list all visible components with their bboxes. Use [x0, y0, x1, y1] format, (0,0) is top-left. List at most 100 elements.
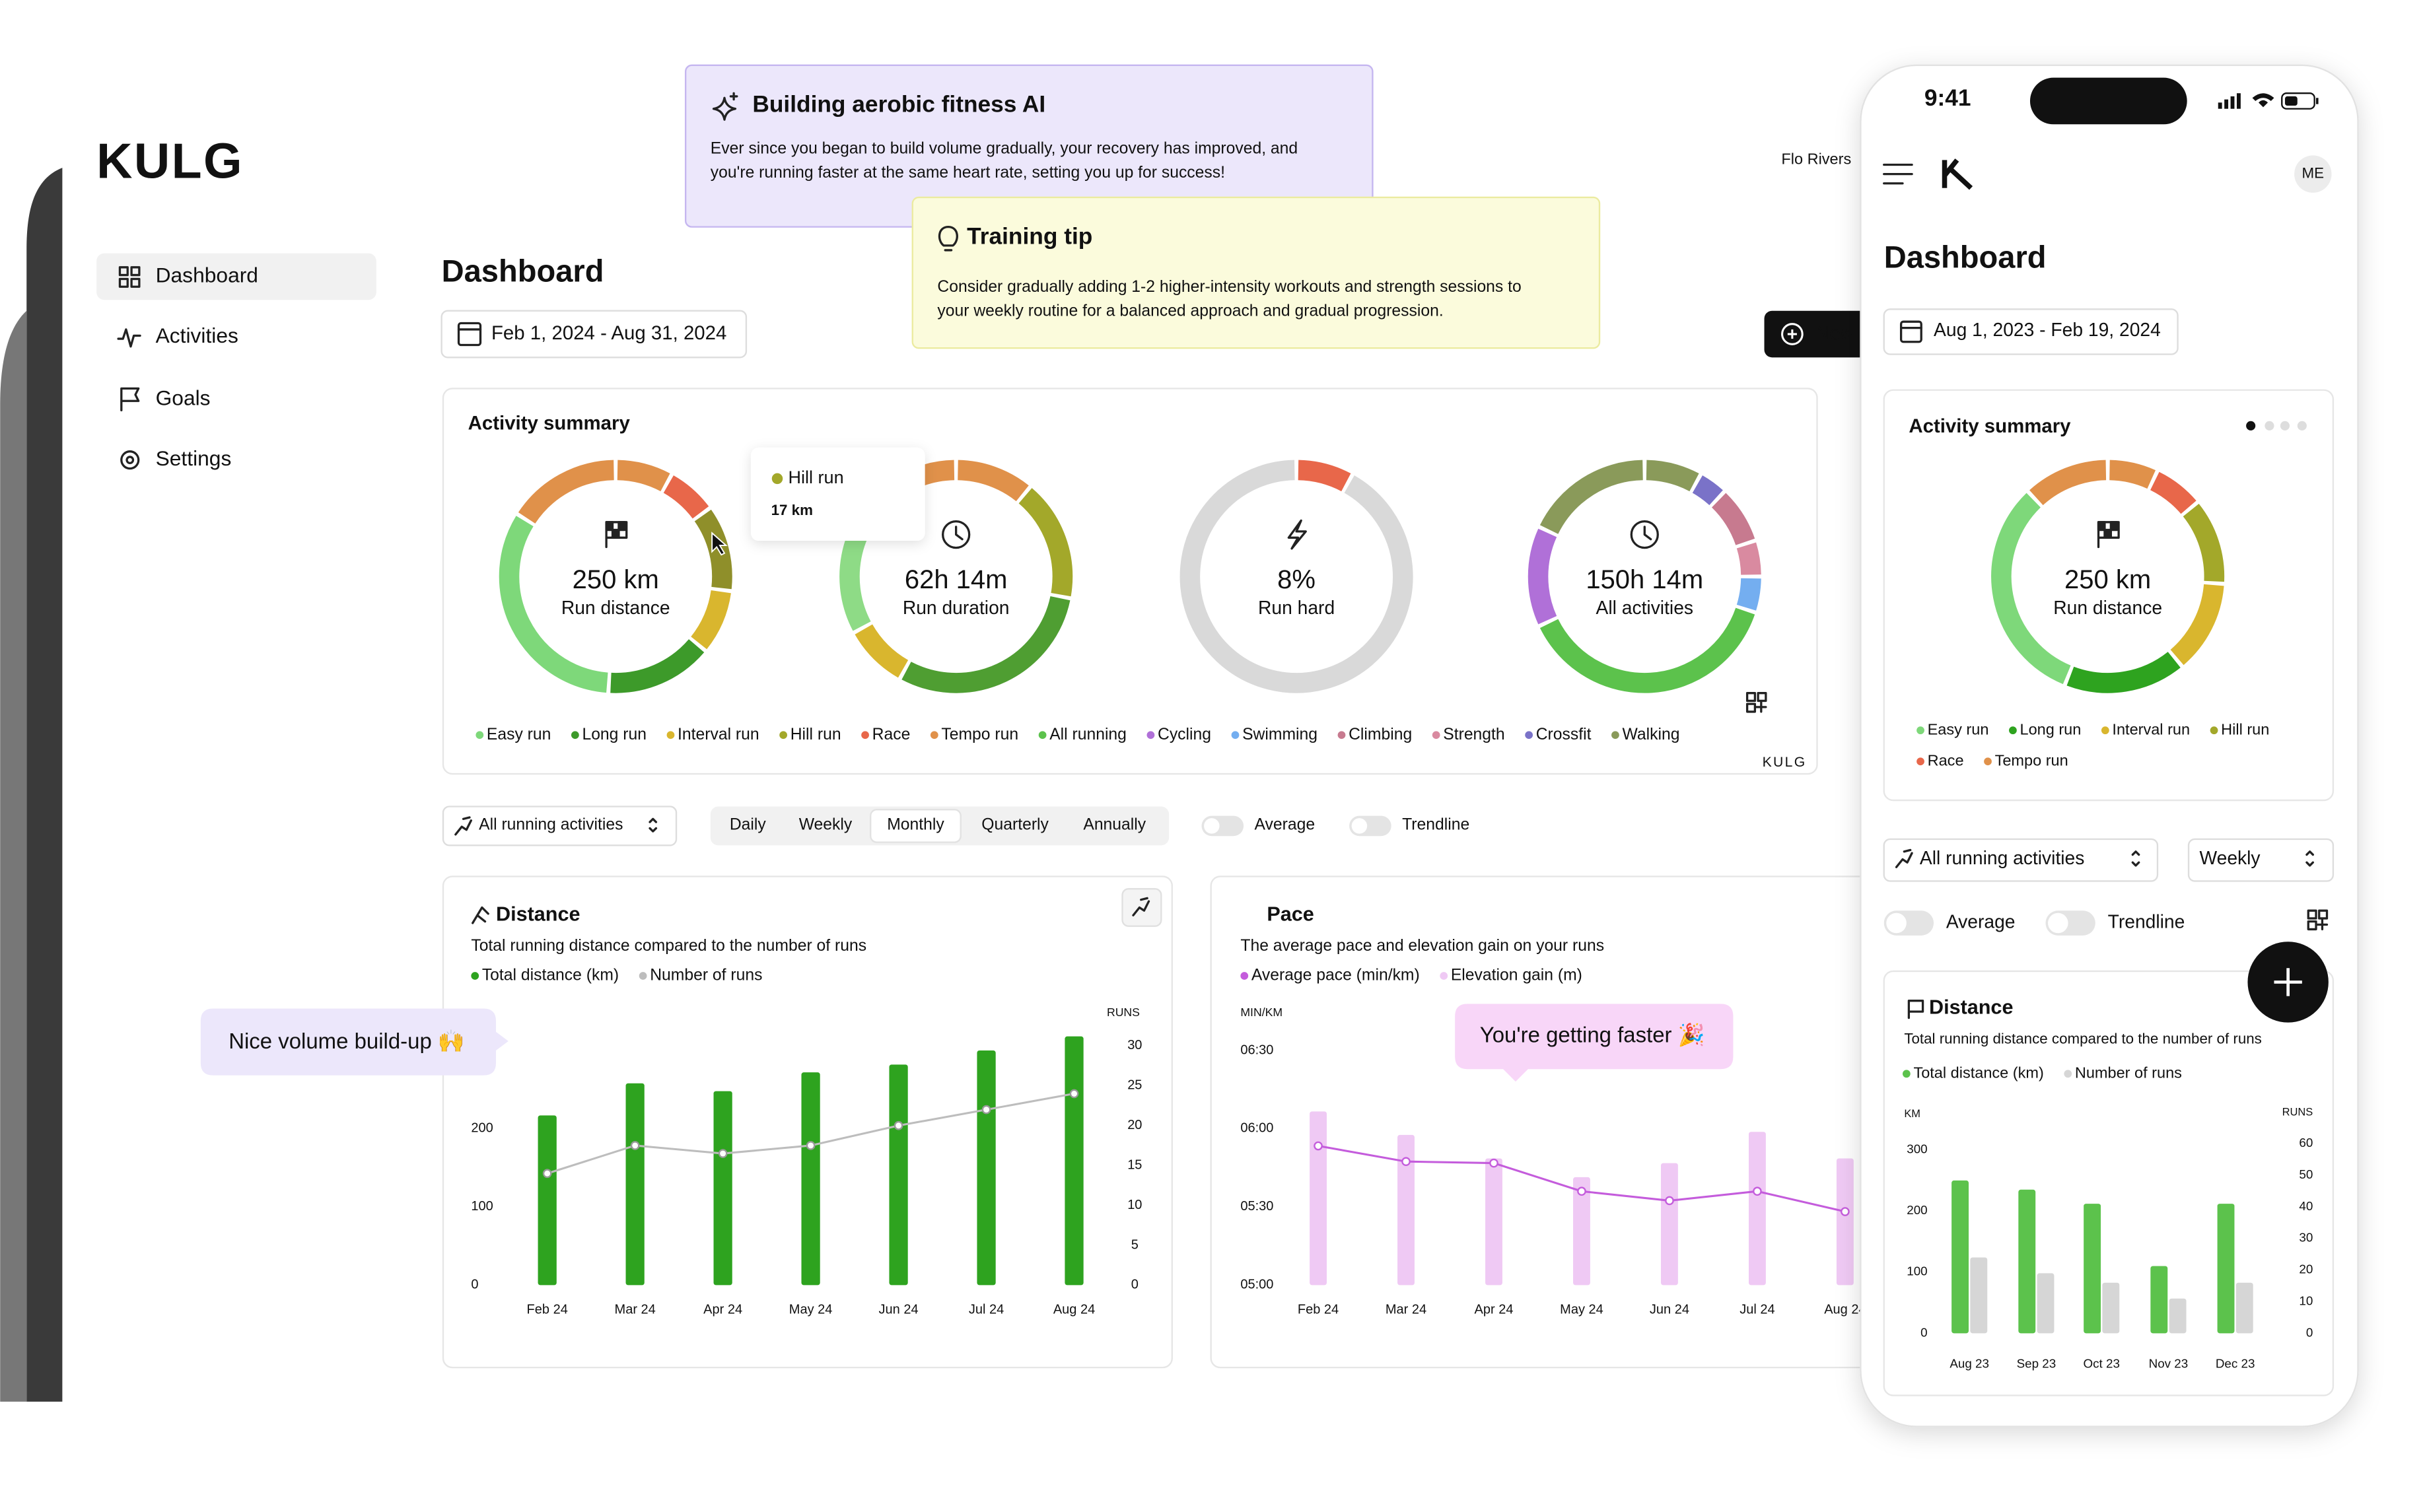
period-option[interactable]: Weekly [799, 815, 853, 833]
chart-button[interactable] [1121, 888, 1162, 927]
activity-select[interactable] [1883, 838, 2159, 882]
plus-icon [1781, 323, 1804, 345]
tick-label: 25 [1127, 1078, 1142, 1093]
x-tick-label: Oct 23 [2084, 1356, 2120, 1370]
tick-label: 20 [1127, 1118, 1142, 1132]
ring-segment [663, 475, 709, 519]
point [718, 1149, 728, 1158]
legend-label: Elevation gain (m) [1451, 967, 1582, 984]
card-title: Training tip [967, 223, 1092, 249]
legend-dot [930, 731, 938, 739]
nav-icons [117, 266, 141, 470]
point [806, 1141, 816, 1150]
x-tick-label: Mar 24 [615, 1302, 656, 1317]
desktop-content: KULG Flo Rivers Dashboard Activities Goals Se… [96, 133, 1866, 1317]
legend-dot [1337, 731, 1346, 739]
ring-segment [2029, 460, 2107, 506]
point [1577, 1186, 1586, 1196]
nav-item[interactable]: Dashboard [156, 263, 258, 287]
ring-segment [1528, 528, 1557, 625]
tick-label: 10 [2299, 1293, 2313, 1307]
card-text: your weekly routine for a balanced appro… [937, 302, 1443, 320]
point [981, 1105, 991, 1115]
menu-icon[interactable] [1883, 163, 1913, 185]
tooltip-dot [771, 473, 783, 485]
ring-icons [605, 519, 1767, 713]
toggle-label: Average [1255, 815, 1316, 833]
select-icons [1895, 848, 2329, 931]
period-option[interactable]: Annually [1083, 815, 1146, 833]
card-subtitle: Total running distance compared to the n… [1904, 1030, 2262, 1047]
ring-value: 250 km [2064, 565, 2151, 594]
legend-dot [571, 731, 579, 739]
tick-label: 0 [2306, 1325, 2313, 1339]
ring-segment [610, 638, 705, 693]
phone: 9:41 ME Dashboard Aug 1, 2023 - Feb 19, 202… [1860, 64, 2359, 1427]
tick-label: 15 [1127, 1157, 1142, 1172]
period-option[interactable]: Daily [730, 815, 767, 833]
bar [2018, 1189, 2036, 1334]
bar [1485, 1158, 1502, 1286]
bar [1397, 1134, 1415, 1286]
tick-label: 200 [1907, 1203, 1927, 1217]
point [894, 1120, 903, 1130]
nav-item[interactable]: Activities [156, 324, 238, 347]
legend-label: Average pace (min/km) [1251, 967, 1420, 984]
ring-segment [499, 516, 608, 693]
ring-segment [1991, 493, 2071, 685]
bar [2217, 1204, 2235, 1334]
background [0, 168, 1896, 1402]
tick-label: 0 [1131, 1278, 1139, 1292]
card-text: you're running faster at the same heart … [711, 164, 1225, 182]
date-picker[interactable] [1883, 308, 2179, 355]
legend-dot [1432, 731, 1440, 739]
bar [2102, 1282, 2120, 1334]
legend-label: All running [1049, 726, 1127, 743]
ring-label: Run hard [1258, 597, 1335, 618]
x-tick-label: Mar 24 [1386, 1302, 1426, 1317]
bar [1748, 1132, 1766, 1286]
summary-card [1883, 389, 2335, 802]
card-title: Pace [1267, 903, 1314, 925]
legend-label: Interval run [2112, 720, 2190, 738]
ring-label: Run duration [903, 597, 1010, 618]
bar [1573, 1177, 1590, 1286]
annotation-bubble [1455, 1004, 1734, 1082]
status-icons [2218, 92, 2319, 110]
point [630, 1141, 640, 1150]
legend-label: Tempo run [941, 726, 1018, 743]
date-range: Feb 1, 2024 - Aug 31, 2024 [491, 322, 726, 344]
period-select[interactable] [2187, 838, 2335, 882]
x-tick-label: Dec 23 [2216, 1356, 2255, 1370]
period-option[interactable]: Monthly [887, 815, 944, 833]
activity-select[interactable] [442, 806, 678, 846]
bar [889, 1064, 908, 1286]
new-button[interactable] [1764, 310, 1881, 358]
legend-dot [475, 731, 484, 739]
tick-label: 30 [1127, 1038, 1142, 1052]
ring-value: 150h 14m [1586, 565, 1703, 594]
date-picker[interactable] [440, 310, 748, 359]
bar [1660, 1163, 1678, 1286]
ring-segment [1539, 460, 1644, 535]
tick-label: 20 [2299, 1262, 2313, 1276]
annotation-bubble [200, 1008, 509, 1076]
x-tick-label: Sep 23 [2017, 1356, 2056, 1370]
point [1665, 1196, 1674, 1206]
card-subtitle: The average pace and elevation gain on y… [1240, 937, 1604, 955]
card-title: Building aerobic fitness AI [752, 91, 1045, 117]
legend-label: Number of runs [650, 967, 762, 984]
x-tick-label: Jun 24 [879, 1302, 919, 1317]
legend-dot [1146, 731, 1155, 739]
tick-label: 10 [1127, 1198, 1142, 1212]
avatar[interactable] [2294, 155, 2332, 193]
nav-item[interactable]: Settings [156, 446, 232, 470]
x-tick-label: Aug 24 [1824, 1302, 1866, 1317]
tick-label: 30 [2299, 1231, 2313, 1245]
tick-label: 200 [471, 1121, 493, 1136]
nav-item[interactable]: Goals [156, 386, 211, 409]
period-option[interactable]: Quarterly [981, 815, 1049, 833]
ring-segment [1692, 475, 1723, 506]
point [1841, 1207, 1850, 1216]
tick-label: 0 [471, 1278, 478, 1292]
